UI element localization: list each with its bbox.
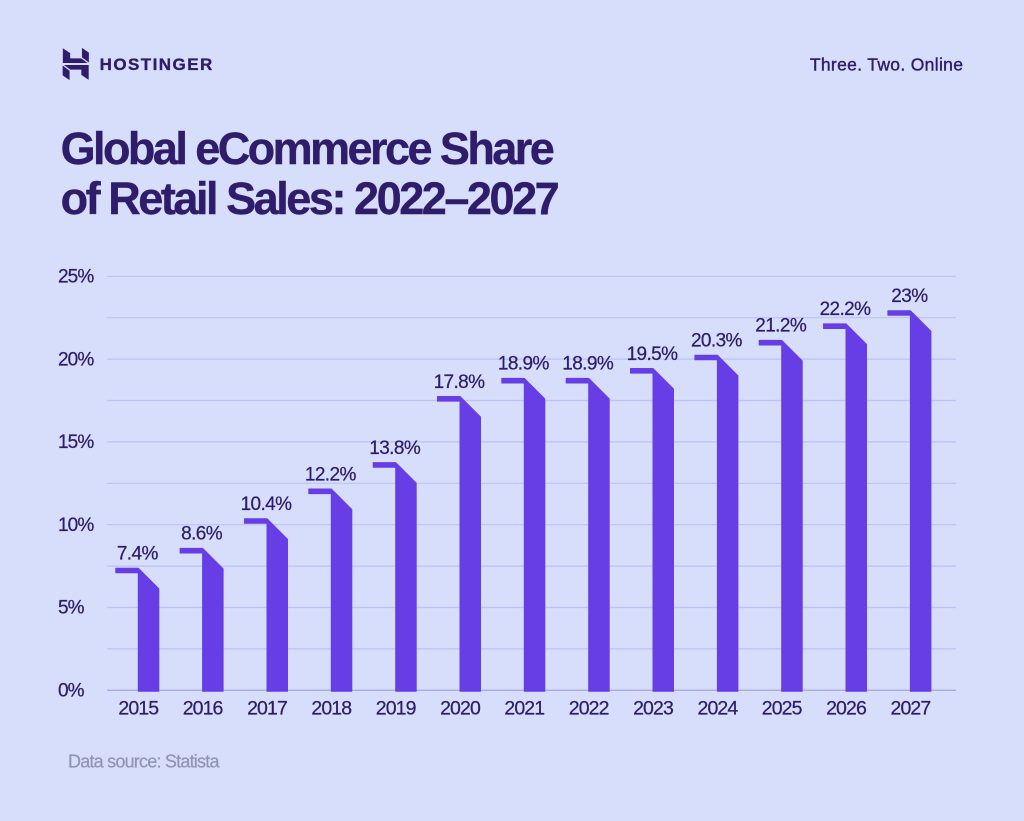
svg-text:2020: 2020	[440, 697, 481, 719]
svg-text:20.3%: 20.3%	[691, 331, 743, 352]
svg-text:2017: 2017	[247, 697, 287, 719]
svg-text:22.2%: 22.2%	[820, 299, 872, 320]
svg-text:21.2%: 21.2%	[755, 316, 807, 337]
svg-text:5%: 5%	[58, 598, 85, 619]
svg-text:15%: 15%	[58, 432, 94, 453]
svg-text:19.5%: 19.5%	[627, 344, 679, 365]
svg-text:17.8%: 17.8%	[434, 372, 486, 393]
svg-text:Three. Two. Online: Three. Two. Online	[810, 55, 963, 75]
svg-text:of Retail Sales: 2022–2027: of Retail Sales: 2022–2027	[61, 173, 559, 224]
svg-text:2015: 2015	[118, 697, 159, 719]
svg-text:2024: 2024	[698, 697, 739, 719]
svg-text:25%: 25%	[58, 267, 94, 288]
svg-text:Data source: Statista: Data source: Statista	[68, 751, 220, 771]
svg-text:2016: 2016	[183, 697, 223, 719]
svg-text:2026: 2026	[826, 697, 866, 719]
svg-text:Global eCommerce Share: Global eCommerce Share	[61, 123, 554, 174]
svg-text:18.9%: 18.9%	[562, 354, 614, 375]
svg-text:20%: 20%	[58, 349, 94, 370]
svg-text:10.4%: 10.4%	[241, 494, 293, 515]
svg-text:2021: 2021	[504, 697, 544, 719]
svg-text:8.6%: 8.6%	[181, 524, 223, 545]
svg-text:2019: 2019	[376, 697, 416, 719]
svg-text:2022: 2022	[569, 697, 609, 719]
svg-text:2027: 2027	[891, 697, 931, 719]
svg-text:2023: 2023	[633, 697, 673, 719]
svg-text:12.2%: 12.2%	[305, 464, 357, 485]
svg-text:0%: 0%	[58, 681, 85, 702]
svg-text:23%: 23%	[891, 286, 928, 307]
svg-text:7.4%: 7.4%	[117, 544, 159, 565]
svg-text:18.9%: 18.9%	[498, 354, 550, 375]
svg-text:10%: 10%	[58, 515, 94, 536]
svg-text:2025: 2025	[762, 697, 803, 719]
svg-text:2018: 2018	[311, 697, 351, 719]
svg-text:13.8%: 13.8%	[369, 438, 421, 459]
svg-text:HOSTINGER: HOSTINGER	[100, 55, 214, 74]
